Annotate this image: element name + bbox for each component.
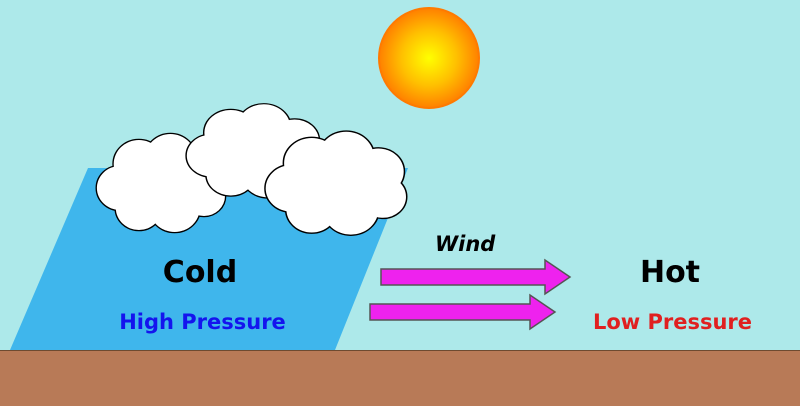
wind-label: Wind	[435, 232, 496, 256]
sun-icon	[378, 7, 480, 109]
high-pressure-label: High Pressure	[119, 310, 286, 334]
right-arrow-icon	[369, 293, 557, 331]
hot-label: Hot	[639, 255, 701, 290]
ground	[0, 350, 800, 406]
cold-label: Cold	[162, 255, 238, 290]
low-pressure-label: Low Pressure	[592, 310, 753, 334]
right-arrow-icon	[380, 258, 572, 296]
